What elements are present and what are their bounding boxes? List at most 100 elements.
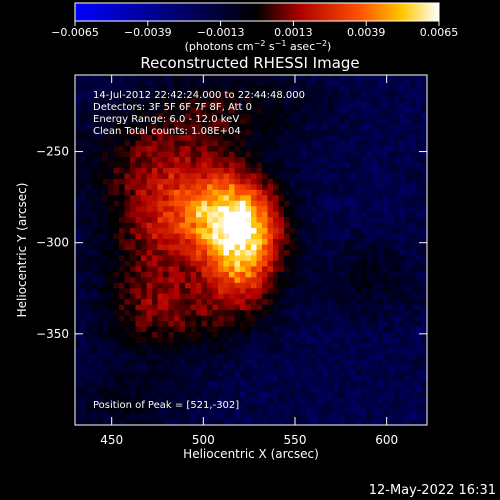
heatmap-cell bbox=[185, 228, 191, 234]
heatmap-cell bbox=[256, 321, 263, 327]
heatmap-cell bbox=[113, 151, 120, 158]
heatmap-cell bbox=[179, 173, 186, 180]
heatmap-cell bbox=[141, 129, 147, 136]
heatmap-cell bbox=[179, 189, 186, 196]
heatmap-cell bbox=[75, 250, 81, 256]
heatmap-cell bbox=[361, 255, 367, 262]
heatmap-cell bbox=[130, 129, 136, 136]
heatmap-cell bbox=[388, 304, 395, 311]
heatmap-cell bbox=[377, 255, 384, 262]
heatmap-cell bbox=[223, 288, 230, 295]
heatmap-cell bbox=[108, 217, 114, 224]
heatmap-cell bbox=[361, 91, 367, 98]
heatmap-cell bbox=[311, 91, 318, 98]
heatmap-cell bbox=[157, 332, 164, 338]
heatmap-cell bbox=[262, 189, 268, 196]
heatmap-cell bbox=[190, 162, 197, 169]
heatmap-cell bbox=[157, 353, 164, 360]
heatmap-cell bbox=[355, 102, 362, 109]
heatmap-cell bbox=[251, 222, 257, 229]
heatmap-cell bbox=[405, 414, 411, 420]
heatmap-cell bbox=[399, 113, 406, 120]
heatmap-cell bbox=[218, 178, 224, 185]
heatmap-cell bbox=[251, 397, 257, 404]
heatmap-cell bbox=[190, 178, 197, 185]
heatmap-cell bbox=[383, 375, 389, 382]
heatmap-cell bbox=[361, 233, 367, 240]
heatmap-cell bbox=[163, 299, 169, 306]
heatmap-cell bbox=[284, 140, 290, 147]
chart-title: Reconstructed RHESSI Image bbox=[140, 54, 359, 72]
heatmap-cell bbox=[256, 419, 263, 426]
heatmap-cell bbox=[119, 332, 125, 338]
heatmap-cell bbox=[267, 332, 274, 338]
heatmap-cell bbox=[350, 348, 356, 355]
heatmap-cell bbox=[361, 381, 367, 388]
heatmap-cell bbox=[113, 321, 120, 327]
heatmap-cell bbox=[388, 140, 395, 147]
heatmap-cell bbox=[328, 113, 334, 120]
heatmap-cell bbox=[416, 315, 422, 322]
heatmap-cell bbox=[328, 299, 334, 306]
heatmap-cell bbox=[130, 162, 136, 169]
heatmap-cell bbox=[119, 386, 125, 393]
heatmap-cell bbox=[388, 85, 395, 92]
heatmap-cell bbox=[163, 397, 169, 404]
heatmap-cell bbox=[179, 85, 186, 92]
heatmap-cell bbox=[240, 102, 246, 109]
heatmap-cell bbox=[97, 129, 103, 136]
heatmap-cell bbox=[405, 250, 411, 256]
heatmap-cell bbox=[383, 419, 389, 426]
heatmap-cell bbox=[174, 96, 180, 103]
heatmap-cell bbox=[223, 80, 230, 87]
heatmap-cell bbox=[108, 288, 114, 295]
heatmap-cell bbox=[350, 135, 356, 142]
heatmap-cell bbox=[124, 337, 131, 344]
heatmap-cell bbox=[168, 282, 175, 289]
heatmap-cell bbox=[152, 195, 158, 202]
heatmap-cell bbox=[421, 408, 428, 415]
heatmap-cell bbox=[75, 107, 81, 114]
heatmap-cell bbox=[113, 332, 120, 338]
heatmap-cell bbox=[130, 299, 136, 306]
heatmap-cell bbox=[245, 386, 252, 393]
heatmap-cell bbox=[410, 239, 417, 245]
heatmap-cell bbox=[394, 299, 400, 306]
heatmap-cell bbox=[339, 250, 345, 256]
heatmap-cell bbox=[102, 211, 109, 218]
heatmap-cell bbox=[377, 310, 384, 317]
heatmap-cell bbox=[333, 239, 340, 245]
heatmap-cell bbox=[91, 167, 98, 174]
heatmap-cell bbox=[75, 375, 81, 382]
heatmap-cell bbox=[410, 282, 417, 289]
heatmap-cell bbox=[157, 244, 164, 251]
heatmap-cell bbox=[207, 348, 213, 355]
heatmap-cell bbox=[91, 206, 98, 213]
heatmap-cell bbox=[289, 151, 296, 158]
heatmap-cell bbox=[108, 140, 114, 147]
heatmap-cell bbox=[91, 124, 98, 131]
heatmap-cell bbox=[339, 239, 345, 245]
heatmap-cell bbox=[372, 85, 378, 92]
heatmap-cell bbox=[157, 375, 164, 382]
heatmap-cell bbox=[245, 375, 252, 382]
heatmap-cell bbox=[146, 403, 153, 409]
heatmap-cell bbox=[256, 260, 263, 267]
heatmap-cell bbox=[410, 364, 417, 371]
heatmap-cell bbox=[300, 321, 307, 327]
heatmap-cell bbox=[119, 321, 125, 327]
heatmap-cell bbox=[328, 140, 334, 147]
heatmap-cell bbox=[119, 80, 125, 87]
heatmap-cell bbox=[86, 75, 92, 81]
heatmap-cell bbox=[399, 250, 406, 256]
heatmap-cell bbox=[229, 162, 235, 169]
heatmap-cell bbox=[124, 282, 131, 289]
heatmap-cell bbox=[322, 348, 329, 355]
heatmap-cell bbox=[113, 266, 120, 273]
heatmap-cell bbox=[333, 124, 340, 131]
heatmap-cell bbox=[289, 206, 296, 213]
heatmap-cell bbox=[130, 173, 136, 180]
heatmap-cell bbox=[86, 293, 92, 300]
heatmap-cell bbox=[86, 80, 92, 87]
heatmap-cell bbox=[130, 107, 136, 114]
